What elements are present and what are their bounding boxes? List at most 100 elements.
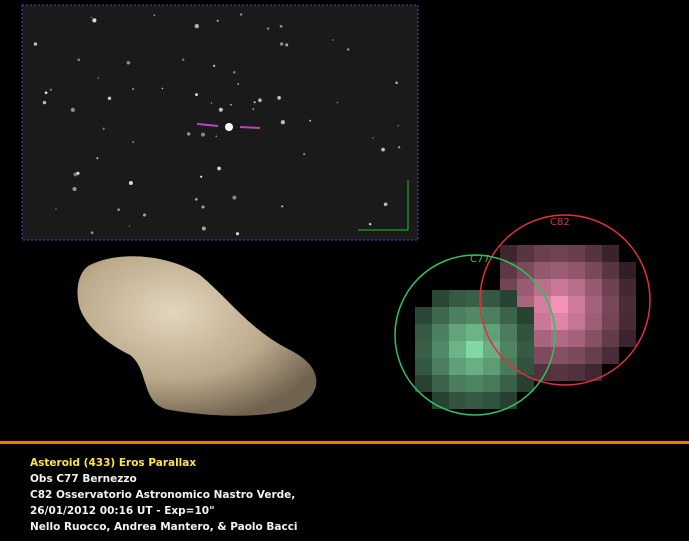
- star: [77, 58, 80, 61]
- pixel: [619, 279, 636, 296]
- star: [162, 88, 163, 89]
- star: [398, 125, 399, 126]
- star: [98, 77, 99, 78]
- pixel: [568, 313, 585, 330]
- pixel: [449, 375, 466, 392]
- pixel: [500, 324, 517, 341]
- pixel: [534, 330, 551, 347]
- star: [108, 97, 111, 100]
- pixel: [585, 330, 602, 347]
- star: [200, 176, 202, 178]
- star: [372, 137, 373, 138]
- pixel: [585, 313, 602, 330]
- pixel: [534, 245, 551, 262]
- star: [237, 83, 239, 85]
- star: [332, 39, 334, 41]
- pixel: [483, 324, 500, 341]
- pixel: [415, 358, 432, 375]
- pixel: [500, 392, 517, 409]
- star: [384, 203, 388, 207]
- pixel: [585, 296, 602, 313]
- pixel: [534, 313, 551, 330]
- pixel: [585, 279, 602, 296]
- pixel: [551, 296, 568, 313]
- star: [285, 43, 288, 46]
- star: [240, 13, 242, 15]
- pixel: [517, 262, 534, 279]
- star: [217, 167, 221, 171]
- star: [91, 231, 94, 234]
- star: [369, 223, 371, 225]
- caption-title: Asteroid (433) Eros Parallax: [30, 455, 298, 471]
- star: [132, 141, 134, 143]
- divider: [0, 441, 689, 444]
- star: [281, 205, 283, 207]
- star: [219, 108, 223, 112]
- star: [91, 17, 92, 18]
- pixel: [585, 245, 602, 262]
- pixel: [449, 307, 466, 324]
- label-c82: C82: [550, 217, 570, 228]
- star: [76, 172, 79, 175]
- caption-line: C82 Osservatorio Astronomico Nastro Verd…: [30, 487, 298, 503]
- star: [202, 227, 206, 231]
- pixel: [466, 358, 483, 375]
- star: [55, 208, 56, 209]
- star: [143, 213, 146, 216]
- star: [280, 25, 283, 28]
- pixel: [602, 279, 619, 296]
- star: [211, 103, 212, 104]
- star-field: [22, 5, 418, 240]
- pixel: [534, 262, 551, 279]
- pixel: [483, 375, 500, 392]
- pixel: [568, 279, 585, 296]
- pixel: [483, 307, 500, 324]
- label-c77: C77: [470, 254, 490, 265]
- star: [303, 153, 305, 155]
- pixel: [415, 307, 432, 324]
- pixel: [449, 290, 466, 307]
- pixel: [551, 245, 568, 262]
- pixel: [466, 341, 483, 358]
- pixel: [602, 245, 619, 262]
- pixel: [500, 375, 517, 392]
- star: [154, 15, 155, 16]
- pixel: [585, 347, 602, 364]
- star: [253, 108, 254, 109]
- star: [277, 96, 281, 100]
- star: [92, 18, 96, 22]
- pixel: [551, 262, 568, 279]
- star: [34, 42, 37, 45]
- star: [96, 157, 98, 159]
- star: [217, 20, 219, 22]
- star: [232, 196, 236, 200]
- pixel: [449, 341, 466, 358]
- star: [195, 198, 198, 201]
- pixel: [449, 324, 466, 341]
- pixel: [466, 375, 483, 392]
- target-star: [225, 123, 233, 131]
- pixel: [500, 307, 517, 324]
- star: [201, 205, 204, 208]
- caption-line: Obs C77 Bernezzo: [30, 471, 298, 487]
- page: C82 C77 Asteroid (433) Eros Parallax Obs…: [0, 0, 689, 541]
- star: [129, 181, 133, 185]
- pixel: [483, 358, 500, 375]
- pixel: [415, 341, 432, 358]
- pixel: [517, 341, 534, 358]
- pixel: [466, 392, 483, 409]
- star: [267, 27, 269, 29]
- star: [281, 120, 285, 124]
- pixel: [602, 347, 619, 364]
- pixel: [432, 375, 449, 392]
- asteroid: [78, 256, 317, 415]
- pixel: [568, 262, 585, 279]
- pixel: [517, 245, 534, 262]
- star: [381, 148, 385, 152]
- star: [187, 132, 190, 135]
- star: [195, 24, 199, 28]
- star: [398, 146, 400, 148]
- pixel: [568, 347, 585, 364]
- pixel: [619, 313, 636, 330]
- pixel: [568, 364, 585, 381]
